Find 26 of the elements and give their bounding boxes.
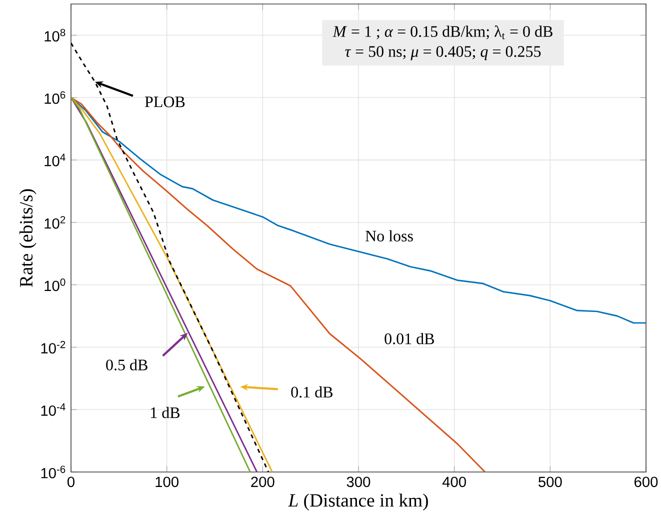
y-tick-label: 10$^{-2}$: [41, 340, 66, 354]
y-tick-label: 10$^{2}$: [44, 216, 66, 229]
x-axis-title: L (Distance in km): [288, 494, 428, 511]
x-tick-label: 200: [251, 476, 274, 488]
line-series: [71, 96, 486, 472]
annotation: No loss: [365, 230, 413, 242]
annotation: M = 1 ; α = 0.15 dB/km; λ$_{t}$ = 0 dB: [332, 25, 552, 40]
x-tick-label: 0: [67, 476, 74, 488]
x-tick-label: 500: [538, 476, 562, 488]
y-tick-label: 10$^{0}$: [44, 278, 66, 292]
y-tick-label: 10$^{8}$: [44, 28, 66, 42]
x-tick-label: 300: [346, 476, 370, 488]
annotation: 0.01 dB: [384, 332, 434, 344]
annotation: PLOB: [144, 96, 185, 108]
y-axis-title: Rate (ebits/s): [19, 189, 36, 287]
y-tick-label: 10$^{-4}$: [41, 403, 66, 416]
y-tick-label: 10$^{6}$: [44, 91, 66, 104]
x-tick-label: 400: [442, 476, 466, 488]
annotation: τ = 50 ns; μ = 0.405; q = 0.255: [345, 46, 541, 60]
y-tick-label: 10$^{-6}$: [41, 466, 66, 478]
x-tick-label: 600: [634, 476, 658, 488]
y-tick-label: 10$^{4}$: [44, 154, 66, 166]
x-tick-label: 100: [156, 476, 178, 488]
annotation: 0.1 dB: [291, 386, 332, 398]
annotation: 0.5 dB: [106, 359, 148, 370]
annotation: 1 dB: [151, 406, 180, 418]
